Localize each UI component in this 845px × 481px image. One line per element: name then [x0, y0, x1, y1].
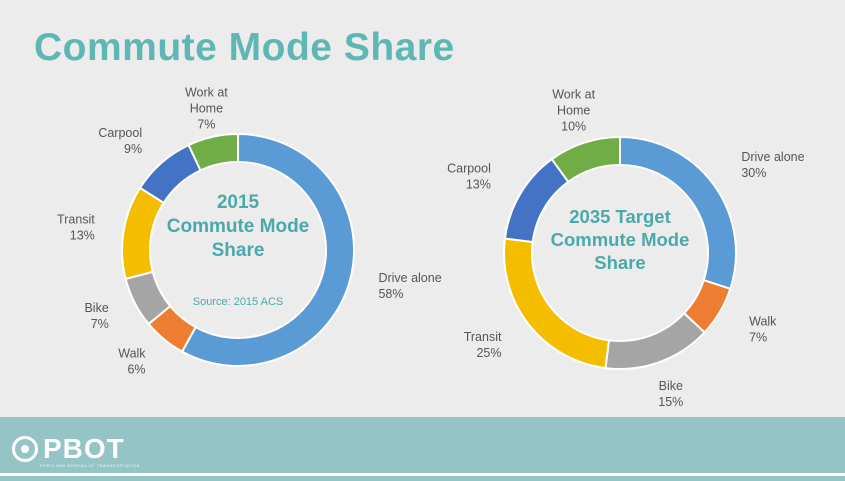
slice-label-transit: Transit 25% [464, 330, 502, 360]
slice-label-drive-alone: Drive alone 58% [378, 271, 441, 301]
slice-label-walk: Walk 7% [749, 314, 777, 344]
slice-transit [121, 186, 166, 281]
donut-chart-2: Drive alone 30% Walk 7% Bike 15% Transit 25% Car… [447, 87, 805, 409]
chart-center-title: 2015 Commute Mode Share [167, 192, 310, 261]
logo-subtext: PORTLAND BUREAU OF TRANSPORTATION [40, 463, 140, 468]
slice-carpool [138, 143, 202, 205]
slice-label-bike: Bike 15% [658, 379, 683, 409]
chart-source: Source: 2015 ACS [193, 296, 284, 308]
slice-label-walk: Walk 6% [118, 347, 146, 377]
slice-label-carpool: Carpool 13% [447, 162, 491, 192]
footer-divider [0, 473, 845, 476]
pbot-logo: PBOT [12, 431, 125, 467]
donut-charts: Drive alone 58% Walk 6% Bike 7% Transit 13% Carp… [57, 85, 805, 409]
slice-label-work-at-home: Work at Home 7% [185, 85, 228, 131]
slice-label-work-at-home: Work at Home 10% [552, 87, 595, 133]
chart-center-title: 2035 Target Commute Mode Share [551, 206, 690, 273]
logo-mark-icon [12, 436, 38, 462]
logo-text: PBOT [43, 433, 125, 464]
slice-label-carpool: Carpool 9% [98, 126, 142, 156]
slice-label-transit: Transit 13% [57, 212, 95, 242]
donut-chart-1: Drive alone 58% Walk 6% Bike 7% Transit 13% Carp… [57, 85, 442, 376]
slice-drive-alone [180, 132, 355, 367]
slice-bike [604, 311, 706, 370]
slice-label-drive-alone: Drive alone 30% [741, 150, 804, 180]
slice-label-bike: Bike 7% [84, 301, 108, 331]
slice-work-at-home [187, 132, 239, 172]
slice-work-at-home [550, 135, 621, 184]
slide-title: Commute Mode Share [34, 26, 455, 69]
footer-bar [0, 417, 845, 481]
slice-transit [503, 237, 611, 370]
